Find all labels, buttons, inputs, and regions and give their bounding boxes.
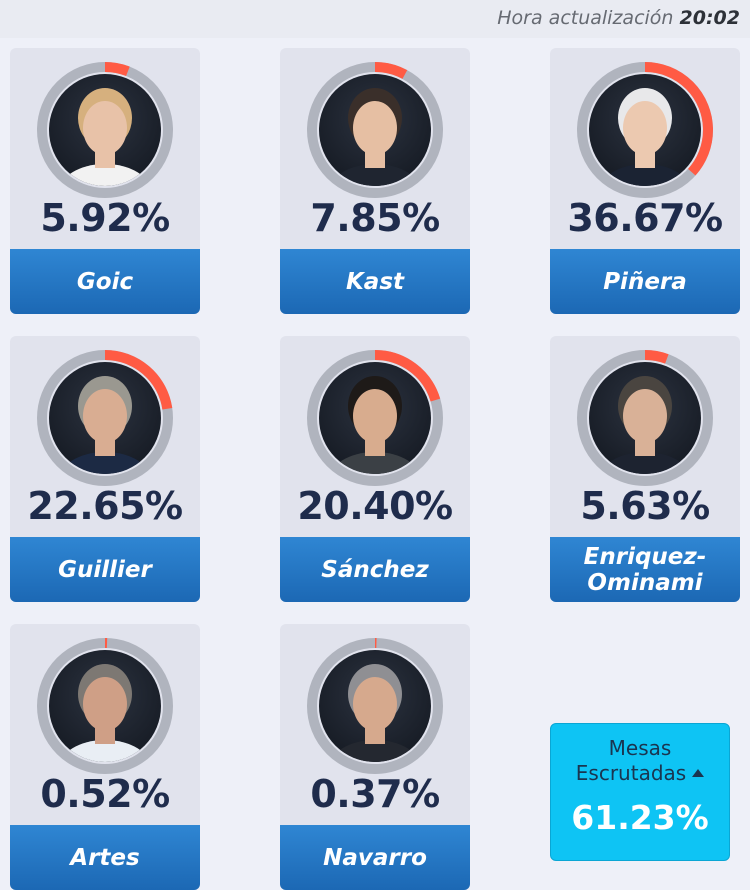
- candidate-name: Sánchez: [321, 556, 429, 583]
- vote-share-ring: [575, 348, 715, 488]
- candidate-photo: [319, 650, 431, 762]
- ring-share-arc: [37, 350, 173, 486]
- candidate-photo: [589, 74, 701, 186]
- vote-share-ring: [575, 60, 715, 200]
- portrait-face: [623, 389, 667, 443]
- portrait-silhouette: [60, 88, 150, 186]
- vote-share-ring-svg: [307, 350, 443, 486]
- candidate-name: Piñera: [603, 268, 687, 295]
- portrait-face: [353, 677, 397, 731]
- candidate-name-bar[interactable]: Artes: [10, 825, 200, 890]
- candidate-photo: [319, 362, 431, 474]
- candidate-name-bar[interactable]: Sánchez: [280, 537, 470, 602]
- candidate-name: Guillier: [58, 556, 152, 583]
- portrait-body: [330, 740, 420, 762]
- top-bar: Hora actualización 20:02: [0, 0, 750, 38]
- portrait-body: [330, 164, 420, 186]
- candidate-photo: [589, 362, 701, 474]
- ring-share-arc: [307, 638, 443, 774]
- candidate-name: Artes: [70, 844, 140, 871]
- portrait-body: [330, 452, 420, 474]
- candidate-card-goic[interactable]: 5.92% Goic: [10, 48, 200, 314]
- vote-share-ring: [35, 348, 175, 488]
- portrait-silhouette: [330, 664, 420, 762]
- portrait-body: [600, 164, 690, 186]
- vote-share-ring: [305, 636, 445, 776]
- portrait-silhouette: [330, 376, 420, 474]
- portrait-body: [60, 164, 150, 186]
- vote-share-ring-svg: [307, 62, 443, 198]
- vote-share-ring: [305, 348, 445, 488]
- candidate-percent: 0.37%: [310, 772, 440, 816]
- portrait-silhouette: [600, 88, 690, 186]
- ring-share-arc: [577, 62, 713, 198]
- mesas-label-line1: Mesas: [608, 736, 672, 760]
- vote-share-ring: [35, 60, 175, 200]
- vote-share-ring-svg: [37, 350, 173, 486]
- candidate-name-bar[interactable]: Navarro: [280, 825, 470, 890]
- candidate-card-navarro[interactable]: 0.37% Navarro: [280, 624, 470, 890]
- vote-share-ring-svg: [37, 638, 173, 774]
- portrait-face: [353, 389, 397, 443]
- vote-share-ring-svg: [37, 62, 173, 198]
- candidate-percent: 0.52%: [40, 772, 170, 816]
- portrait-body: [60, 740, 150, 762]
- ring-share-arc: [577, 350, 713, 486]
- candidate-percent: 20.40%: [297, 484, 453, 528]
- candidate-name: Kast: [345, 268, 405, 295]
- mesas-label-line2: Escrutadas: [575, 761, 687, 785]
- update-time-value: 20:02: [679, 7, 740, 29]
- candidate-name-bar[interactable]: Piñera: [550, 249, 740, 314]
- candidate-name: Enriquez-Ominami: [583, 543, 707, 596]
- candidate-photo: [49, 362, 161, 474]
- portrait-face: [83, 101, 127, 155]
- portrait-body: [60, 452, 150, 474]
- caret-up-icon[interactable]: [692, 769, 705, 777]
- vote-share-ring-svg: [577, 350, 713, 486]
- vote-share-ring: [35, 636, 175, 776]
- candidate-percent: 36.67%: [567, 196, 723, 240]
- candidate-card-kast[interactable]: 7.85% Kast: [280, 48, 470, 314]
- ring-share-arc: [307, 350, 443, 486]
- vote-share-ring-svg: [307, 638, 443, 774]
- candidate-percent: 7.85%: [310, 196, 440, 240]
- candidate-photo: [49, 650, 161, 762]
- candidate-photo: [319, 74, 431, 186]
- candidate-name-bar[interactable]: Kast: [280, 249, 470, 314]
- candidate-card-enriquez[interactable]: 5.63% Enriquez-Ominami: [550, 336, 740, 602]
- candidate-percent: 5.92%: [40, 196, 170, 240]
- mesas-label: Mesas Escrutadas: [551, 736, 729, 786]
- candidate-name: Goic: [76, 268, 134, 295]
- candidate-name-bar[interactable]: Goic: [10, 249, 200, 314]
- portrait-face: [353, 101, 397, 155]
- candidate-percent: 22.65%: [27, 484, 183, 528]
- candidate-percent: 5.63%: [580, 484, 710, 528]
- portrait-silhouette: [330, 88, 420, 186]
- portrait-silhouette: [600, 376, 690, 474]
- portrait-silhouette: [60, 376, 150, 474]
- vote-share-ring: [305, 60, 445, 200]
- candidate-name: Navarro: [323, 844, 427, 871]
- update-time: Hora actualización 20:02: [497, 7, 740, 29]
- portrait-face: [83, 389, 127, 443]
- portrait-body: [600, 452, 690, 474]
- portrait-face: [623, 101, 667, 155]
- vote-share-ring-svg: [577, 62, 713, 198]
- candidate-card-sanchez[interactable]: 20.40% Sánchez: [280, 336, 470, 602]
- portrait-silhouette: [60, 664, 150, 762]
- candidate-photo: [49, 74, 161, 186]
- candidate-card-pinera[interactable]: 36.67% Piñera: [550, 48, 740, 314]
- candidate-card-artes[interactable]: 0.52% Artes: [10, 624, 200, 890]
- portrait-face: [83, 677, 127, 731]
- update-label: Hora actualización: [497, 7, 674, 29]
- candidate-name-bar[interactable]: Guillier: [10, 537, 200, 602]
- candidate-name-bar[interactable]: Enriquez-Ominami: [550, 537, 740, 602]
- mesas-value: 61.23%: [571, 798, 709, 837]
- candidate-card-guillier[interactable]: 22.65% Guillier: [10, 336, 200, 602]
- ring-share-arc: [37, 638, 173, 774]
- mesas-escrutadas-box[interactable]: Mesas Escrutadas 61.23%: [550, 723, 730, 861]
- ring-share-arc: [37, 62, 173, 198]
- ring-share-arc: [307, 62, 443, 198]
